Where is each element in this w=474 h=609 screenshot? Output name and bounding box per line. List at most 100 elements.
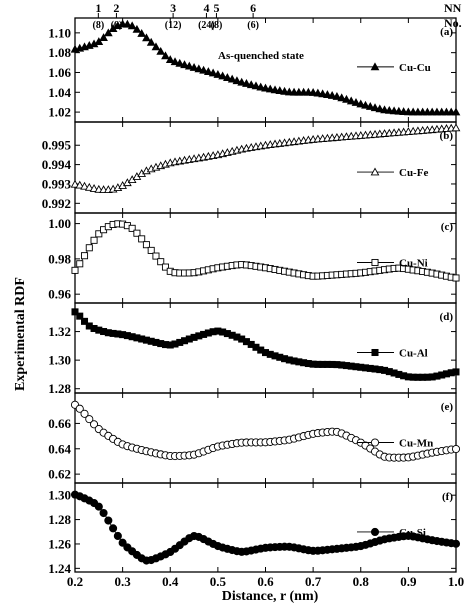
data-point xyxy=(237,77,247,86)
series-cu-ni xyxy=(71,220,460,282)
legend-marker xyxy=(371,348,379,357)
series-line xyxy=(74,311,457,378)
data-point xyxy=(251,81,261,90)
nn-header-label-bottom: No. xyxy=(444,16,462,30)
y-tick-label: 0.995 xyxy=(42,138,72,153)
y-tick-label: 1.26 xyxy=(48,536,71,551)
data-point xyxy=(95,230,103,238)
data-point xyxy=(175,58,185,67)
legend: Cu-Ni xyxy=(357,258,428,270)
nn-shell-number: 4 xyxy=(203,1,209,15)
data-point xyxy=(232,76,242,85)
x-axis-title: Distance, r (nm) xyxy=(222,589,319,604)
data-point xyxy=(323,90,332,98)
data-point xyxy=(133,229,141,237)
data-point xyxy=(99,508,108,518)
panel-cu-al: 1.28 1.30 1.32 (d) Cu-Al xyxy=(48,302,460,396)
data-point xyxy=(275,86,285,95)
data-point xyxy=(80,181,89,190)
data-point xyxy=(332,91,342,100)
data-point xyxy=(203,67,213,76)
data-point xyxy=(342,94,351,103)
data-point xyxy=(81,252,89,260)
series-cu-al xyxy=(71,308,460,381)
x-tick-label: 0.6 xyxy=(257,574,274,589)
legend: Cu-Mn xyxy=(357,438,433,450)
panel-cu-fe: 0.992 0.993 0.994 0.995 (b) Cu-Fe xyxy=(42,121,461,214)
annotation: As-quenched state xyxy=(218,50,304,62)
nn-shell-number: 2 xyxy=(113,1,119,15)
data-point xyxy=(451,107,461,116)
x-tick-label: 1.0 xyxy=(448,574,464,589)
x-tick-label: 0.5 xyxy=(210,574,227,589)
y-tick-label: 1.04 xyxy=(48,85,71,100)
data-point xyxy=(157,258,165,266)
nn-shell-count: (24) xyxy=(198,20,215,31)
data-point xyxy=(104,516,113,525)
data-point xyxy=(90,236,98,244)
data-point xyxy=(451,123,461,132)
data-point xyxy=(365,102,375,110)
y-tick-label: 1.28 xyxy=(48,512,71,527)
data-point xyxy=(70,179,80,188)
y-tick-label: 1.06 xyxy=(48,65,71,80)
data-point xyxy=(127,21,137,30)
nn-shell-count: (6) xyxy=(247,20,259,31)
legend-label: Cu-Si xyxy=(399,527,426,539)
data-point xyxy=(142,33,151,42)
x-tick-label: 0.3 xyxy=(115,574,132,589)
legend: Cu-Fe xyxy=(357,167,428,179)
data-point xyxy=(184,61,194,70)
data-point xyxy=(189,62,199,71)
data-point xyxy=(242,79,251,87)
data-point xyxy=(138,235,146,243)
data-point xyxy=(94,502,103,511)
x-tick-label: 0.9 xyxy=(400,574,417,589)
data-point xyxy=(94,37,104,46)
data-point xyxy=(123,19,132,28)
data-point xyxy=(227,74,237,83)
data-point xyxy=(451,539,461,548)
panel-letter: (d) xyxy=(440,311,454,323)
panel-letter: (b) xyxy=(440,130,454,142)
nn-shell-number: 1 xyxy=(95,1,101,15)
data-point xyxy=(151,42,161,51)
legend: Cu-Al xyxy=(357,348,428,360)
legend-label: Cu-Fe xyxy=(399,167,428,179)
x-tick-label: 0.7 xyxy=(305,574,322,589)
data-point xyxy=(113,531,122,540)
legend: Cu-Si xyxy=(357,527,426,539)
data-point xyxy=(146,37,156,46)
panel-cu-cu: 1.02 1.04 1.06 1.08 1.10 (a) Cu-Cu As-quenched … xyxy=(48,17,461,123)
legend-marker xyxy=(370,527,380,537)
x-axis-tick-labels: 0.2 0.3 0.4 0.5 0.6 0.7 0.8 0.9 1.0 xyxy=(67,574,464,589)
data-point xyxy=(313,88,323,97)
panel-cu-si: 1.24 1.26 1.28 1.30 (f) Cu-Si xyxy=(48,482,461,576)
data-point xyxy=(147,246,155,254)
legend-marker xyxy=(370,167,380,176)
data-point xyxy=(370,103,380,112)
data-point xyxy=(199,65,208,74)
y-tick-label: 1.32 xyxy=(48,324,71,339)
data-point xyxy=(213,69,223,78)
data-point xyxy=(256,82,266,91)
y-tick-label: 1.08 xyxy=(48,45,71,60)
y-tick-label: 0.66 xyxy=(48,416,71,431)
data-point xyxy=(84,182,94,191)
data-point xyxy=(246,80,256,89)
panel-cu-ni: 0.96 0.98 1.00 (c) Cu-Ni xyxy=(48,212,460,304)
panel-letter: (e) xyxy=(441,401,454,413)
data-point xyxy=(351,98,361,106)
data-point xyxy=(208,68,218,77)
y-tick-label: 0.96 xyxy=(48,287,71,302)
data-point xyxy=(85,415,94,424)
panel-letter: (f) xyxy=(442,491,453,503)
data-point xyxy=(265,84,275,93)
data-point xyxy=(380,105,389,114)
data-point xyxy=(161,51,170,60)
data-point xyxy=(85,244,93,252)
data-point xyxy=(452,274,460,282)
y-tick-label: 0.994 xyxy=(42,157,72,172)
nn-shell-count: (8) xyxy=(211,20,223,31)
